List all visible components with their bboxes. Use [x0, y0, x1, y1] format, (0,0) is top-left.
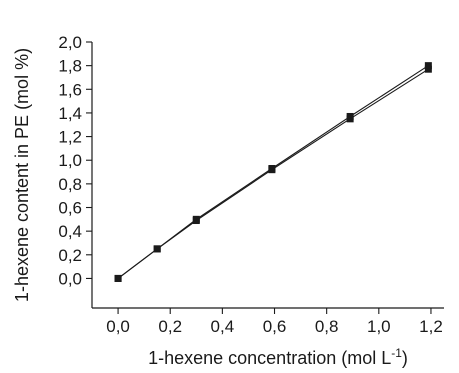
y-tick-label: 2,0: [58, 33, 82, 52]
data-point-marker: [192, 217, 200, 225]
data-point-marker: [346, 115, 354, 123]
x-tick-label: 1,2: [419, 317, 443, 336]
series-lines: [117, 65, 429, 279]
data-point-marker: [424, 65, 432, 73]
data-point-marker: [268, 166, 276, 174]
series-line-2: [117, 68, 429, 279]
x-tick-label: 1,0: [367, 317, 391, 336]
x-ticks: 0,0 0,2 0,4 0,6 0,8 1,0 1,2: [106, 308, 443, 336]
y-tick-label: 0,0: [58, 269, 82, 288]
y-axis-title: 1-hexene content in PE (mol %): [12, 48, 32, 302]
data-point-marker: [114, 274, 122, 282]
data-point-marker: [424, 62, 432, 70]
markers: [114, 62, 432, 282]
x-tick-label: 0,2: [158, 317, 182, 336]
y-tick-label: 0,8: [58, 175, 82, 194]
x-axis-title: 1-hexene concentration (mol L-1): [148, 346, 408, 368]
y-ticks: 0,0 0,2 0,4 0,6 0,8 1,0 1,2 1,4 1,6 1,8 2,0: [58, 33, 92, 288]
data-point-marker: [153, 245, 161, 253]
x-tick-label: 0,8: [315, 317, 339, 336]
x-tick-label: 0,6: [263, 317, 287, 336]
y-tick-label: 1,4: [58, 104, 82, 123]
y-tick-label: 1,6: [58, 80, 82, 99]
y-tick-label: 1,8: [58, 57, 82, 76]
y-tick-label: 0,4: [58, 222, 82, 241]
x-tick-label: 0,4: [211, 317, 235, 336]
y-tick-label: 1,2: [58, 128, 82, 147]
y-tick-label: 0,2: [58, 246, 82, 265]
y-tick-label: 0,6: [58, 199, 82, 218]
y-tick-label: 1,0: [58, 151, 82, 170]
x-tick-label: 0,0: [106, 317, 130, 336]
